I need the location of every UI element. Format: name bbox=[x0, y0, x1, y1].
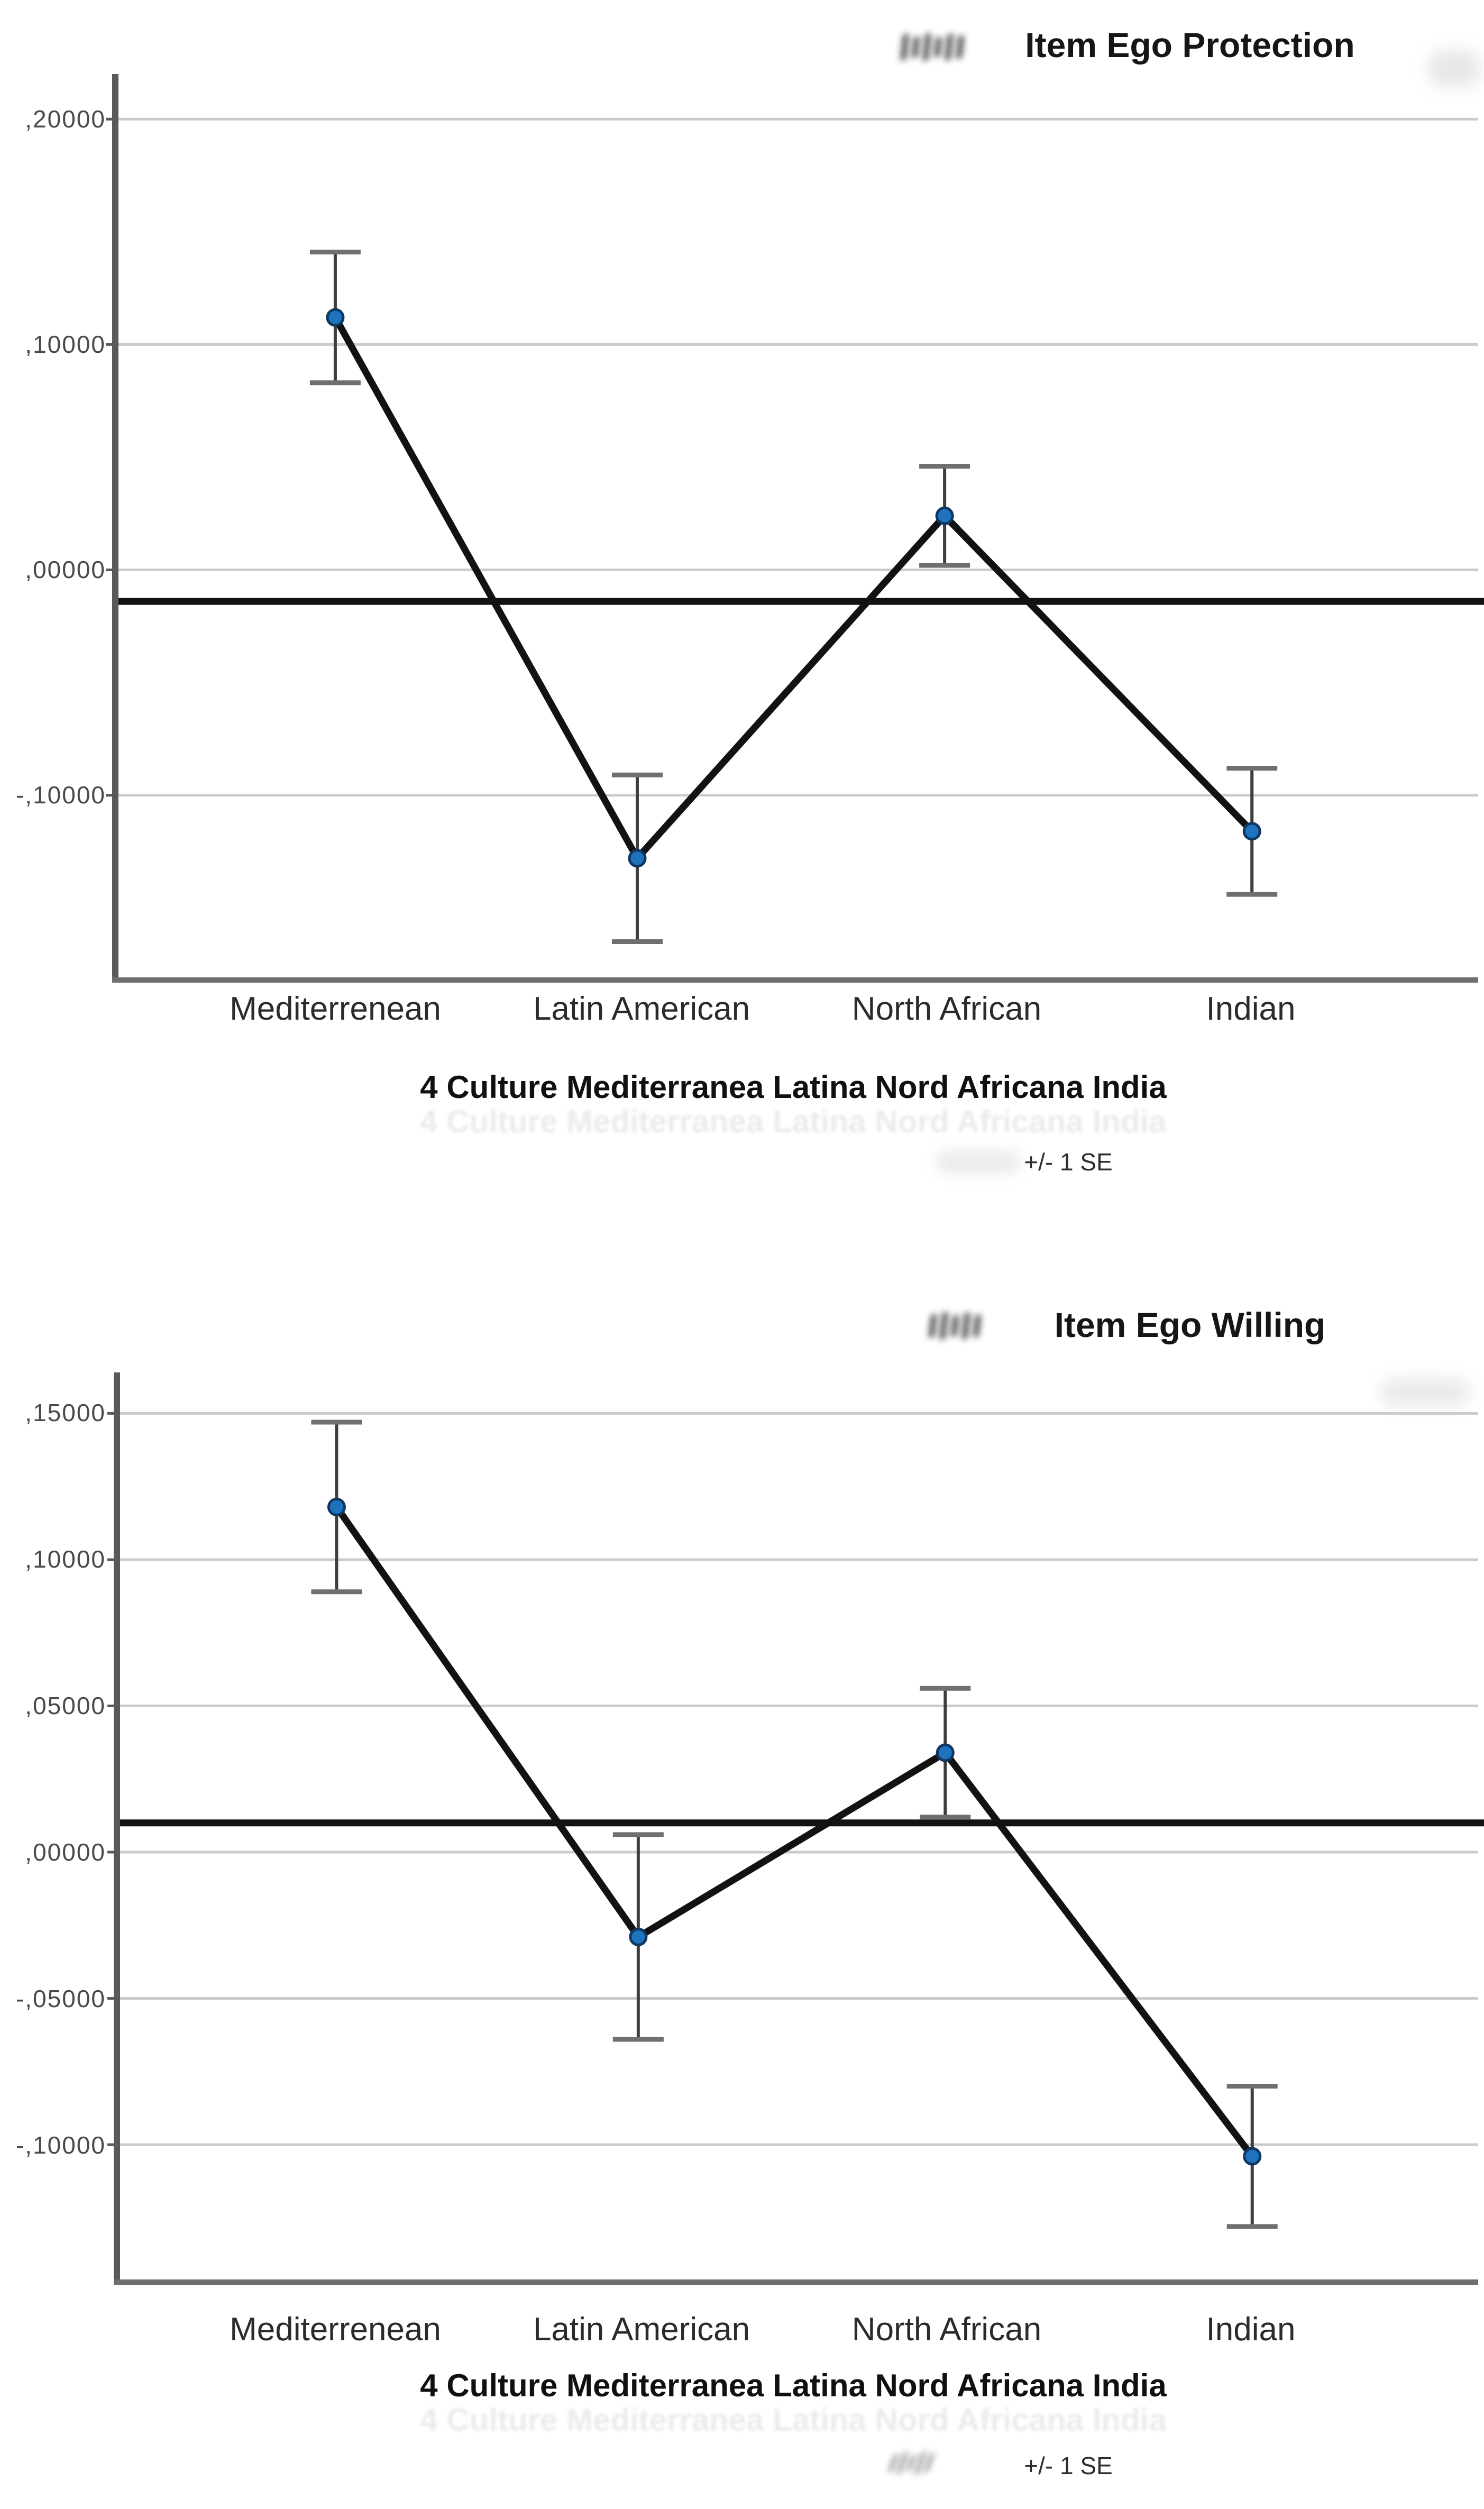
y-tick-label: ,15000 bbox=[25, 1399, 106, 1426]
y-tick-label: ,10000 bbox=[25, 1545, 106, 1573]
redaction-smudge-corner-2 bbox=[1380, 1378, 1470, 1407]
x-axis-caption: 4 Culture Mediterranea Latina Nord Afric… bbox=[420, 2368, 1167, 2403]
y-tick-label: ,00000 bbox=[25, 1838, 106, 1866]
x-category-label: Latin American bbox=[533, 991, 750, 1027]
x-category-label: Mediterrenean bbox=[230, 991, 441, 1027]
error-bar-footnote: +/- 1 SE bbox=[1024, 2452, 1113, 2479]
y-tick-label: ,00000 bbox=[25, 556, 106, 583]
x-category-label: North African bbox=[851, 2311, 1042, 2348]
x-category-label: Indian bbox=[1206, 2311, 1296, 2348]
x-axis-caption: 4 Culture Mediterranea Latina Nord Afric… bbox=[420, 1069, 1167, 1105]
x-category-label: North African bbox=[851, 991, 1042, 1027]
chart-title: Item Ego Protection bbox=[1025, 25, 1355, 65]
chart-title: Item Ego Willing bbox=[1054, 1305, 1326, 1344]
y-tick-label: ,20000 bbox=[25, 105, 106, 133]
y-tick-label: ,05000 bbox=[25, 1692, 106, 1719]
x-category-label: Indian bbox=[1206, 991, 1296, 1027]
y-tick-label: -,10000 bbox=[15, 2131, 106, 2159]
redaction-smudge-corner-1 bbox=[1428, 50, 1481, 87]
y-tick-label: -,05000 bbox=[15, 1985, 106, 2012]
redaction-smudge-footer-1 bbox=[936, 1150, 1021, 1174]
y-tick-label: -,10000 bbox=[15, 781, 106, 809]
x-category-label: Mediterrenean bbox=[230, 2311, 441, 2348]
x-category-label: Latin American bbox=[533, 2311, 750, 2348]
x-axis-caption-echo: 4 Culture Mediterranea Latina Nord Afric… bbox=[420, 1104, 1167, 1139]
error-bar-footnote: +/- 1 SE bbox=[1024, 1148, 1113, 1176]
y-tick-label: ,10000 bbox=[25, 331, 106, 358]
x-axis-caption-echo: 4 Culture Mediterranea Latina Nord Afric… bbox=[420, 2402, 1167, 2438]
